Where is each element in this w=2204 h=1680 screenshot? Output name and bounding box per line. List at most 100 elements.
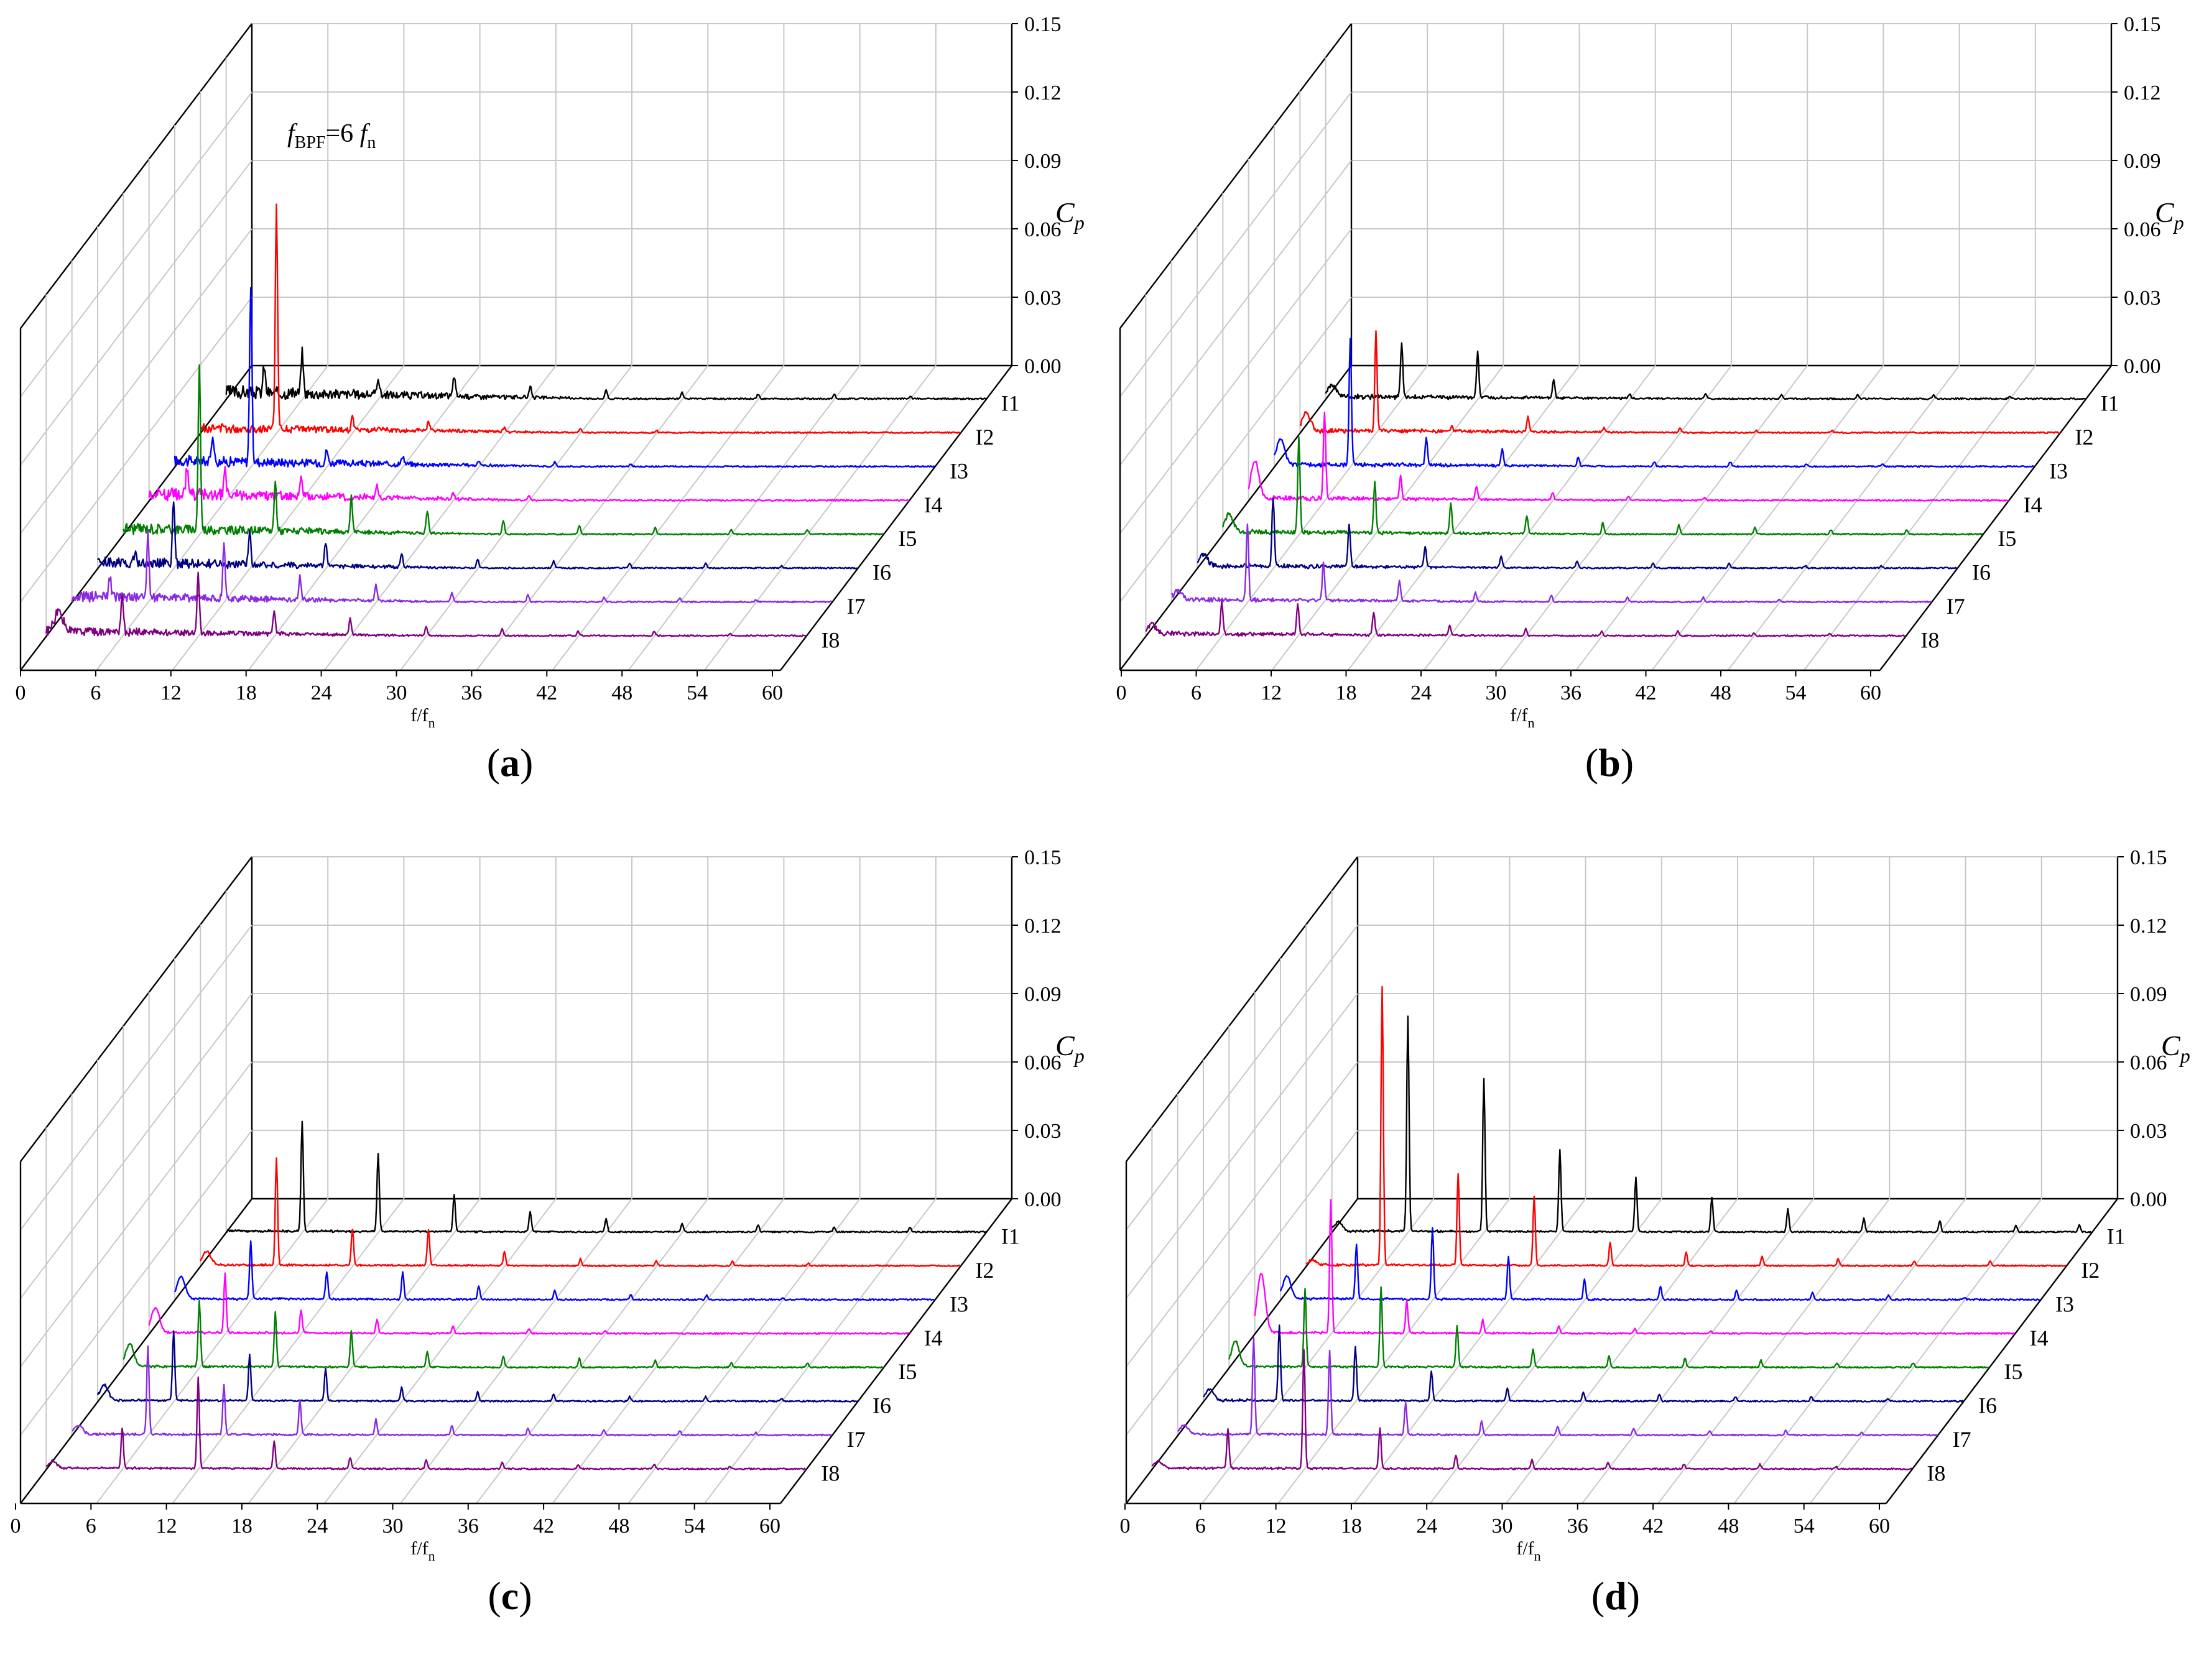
floor-gridline — [627, 365, 861, 671]
frequency-tick-label: 0 — [11, 1515, 21, 1538]
floor — [20, 1198, 1012, 1505]
frequency-tick-label: 60 — [762, 681, 783, 704]
frequency-axis-title-sub: n — [428, 1548, 435, 1564]
frequency-tick-label: 30 — [1492, 1515, 1513, 1538]
value-tick-label: 0.09 — [2130, 983, 2167, 1006]
floor-gridline — [248, 365, 481, 671]
frequency-axis-title-sub: n — [1528, 715, 1535, 731]
floor-gridline — [1430, 1198, 1662, 1504]
frequency-axis-title-main: f/f — [1510, 705, 1527, 726]
value-axis-title-sub: p — [2173, 211, 2184, 234]
side-wall — [1125, 856, 1358, 1504]
frequency-axis-title: f/fn — [1510, 705, 1534, 731]
frequency-axis-title-main: f/f — [410, 705, 428, 726]
floor-gridline — [1202, 1198, 1434, 1504]
panel-label-letter: c — [501, 1574, 519, 1618]
side-gridline — [20, 856, 252, 1162]
series-line-i5 — [123, 1299, 884, 1369]
value-axis-title-sub: p — [2179, 1045, 2190, 1067]
frequency-tick-label: 6 — [86, 1515, 96, 1538]
value-tick-label: 0.12 — [1024, 915, 1062, 938]
value-tick-label: 0.12 — [1024, 81, 1062, 104]
floor-gridline — [248, 1198, 481, 1504]
series-label-i1: I1 — [2101, 390, 2119, 415]
panel-label-open: ( — [488, 1574, 501, 1618]
side-gridline — [20, 91, 252, 397]
floor — [1119, 365, 2112, 672]
frequency-tick-label: 6 — [90, 681, 101, 704]
floor — [1126, 1198, 2118, 1505]
frequency-tick-label: 24 — [311, 681, 332, 704]
series-label-i1: I1 — [1001, 390, 1020, 415]
series-line-i1 — [225, 346, 987, 400]
series-group — [45, 1120, 987, 1470]
panel-label-close: ) — [1627, 1574, 1640, 1618]
bpf-annotation: fBPF=6 fn — [287, 119, 376, 152]
value-axis-title: Cp — [2161, 1030, 2190, 1067]
series-label-i5: I5 — [1998, 526, 2016, 551]
series-label-i6: I6 — [1978, 1393, 1997, 1418]
floor-gridline — [96, 1198, 328, 1504]
frequency-axis-title: f/fn — [1516, 1538, 1540, 1564]
side-wall — [19, 23, 252, 671]
series-line-i8 — [45, 571, 807, 637]
depth-axis-left — [20, 1198, 252, 1504]
floor-gridline — [552, 1198, 785, 1504]
back-wall — [251, 856, 1013, 1200]
floor-gridline — [780, 365, 1012, 671]
chart-panel-c: 0.00 0.03 0.06 0.09 0.12 0.15 Cp 0 6 12 18 24 30 36 42… — [11, 846, 1085, 1618]
floor-gridline — [1277, 1198, 1511, 1504]
value-axis-title-main: C — [2155, 196, 2175, 228]
frequency-tick-label: 12 — [156, 1515, 177, 1538]
panel-label: (a) — [487, 741, 534, 785]
value-tick-label: 0.00 — [1024, 355, 1062, 378]
floor-gridline — [1733, 1198, 1966, 1504]
series-line-i4 — [148, 1272, 910, 1335]
value-axis-title-main: C — [1055, 196, 1075, 228]
value-axis-title: Cp — [1055, 1030, 1085, 1067]
series-line-i3 — [174, 287, 935, 468]
value-axis-title-sub: p — [1073, 1045, 1085, 1067]
side-wall — [19, 856, 252, 1504]
side-gridline — [20, 23, 252, 329]
value-tick-label: 0.00 — [2124, 355, 2161, 378]
frequency-tick-label: 18 — [231, 1515, 252, 1538]
side-wall — [1119, 23, 1352, 671]
series-label-i5: I5 — [898, 1359, 917, 1384]
floor-gridline — [400, 365, 632, 671]
series-label-i4: I4 — [2024, 492, 2042, 517]
back-wall — [1356, 856, 2119, 1200]
depth-axis-left — [1126, 1198, 1358, 1504]
series-line-i1 — [226, 1120, 987, 1234]
series-line-i4 — [1254, 1199, 2016, 1335]
value-tick-label: 0.06 — [1024, 218, 1062, 241]
panel-label: (b) — [1585, 741, 1634, 785]
floor-gridline — [1424, 365, 1656, 671]
frequency-tick-label: 54 — [1794, 1515, 1815, 1538]
floor-gridline — [1575, 365, 1808, 671]
side-gridline — [20, 1061, 252, 1367]
series-line-i8 — [45, 1376, 807, 1470]
series-line-i5 — [1228, 1286, 1989, 1369]
series-line-i2 — [1305, 985, 2067, 1268]
frequency-tick-label: 30 — [386, 681, 407, 704]
value-tick-label: 0.15 — [2130, 846, 2167, 869]
series-label-i7: I7 — [1947, 594, 1965, 619]
series-label-i7: I7 — [847, 594, 866, 619]
floor-gridline — [627, 1198, 861, 1504]
frequency-tick-label: 54 — [687, 681, 708, 704]
floor-gridline — [1727, 365, 1960, 671]
frequency-tick-label: 48 — [608, 1515, 629, 1538]
value-tick-label: 0.03 — [2124, 287, 2161, 310]
value-tick-label: 0.15 — [1024, 13, 1062, 36]
series-label-i3: I3 — [2049, 458, 2068, 483]
series-line-i2 — [1299, 330, 2060, 435]
series-label-i8: I8 — [821, 1461, 840, 1486]
side-gridline — [20, 297, 252, 602]
frequency-tick-label: 48 — [1718, 1515, 1739, 1538]
floor-gridline — [476, 365, 708, 671]
annotation-n: n — [367, 133, 376, 152]
series-line-i3 — [1273, 338, 2035, 468]
value-axis-title: Cp — [2155, 196, 2184, 234]
